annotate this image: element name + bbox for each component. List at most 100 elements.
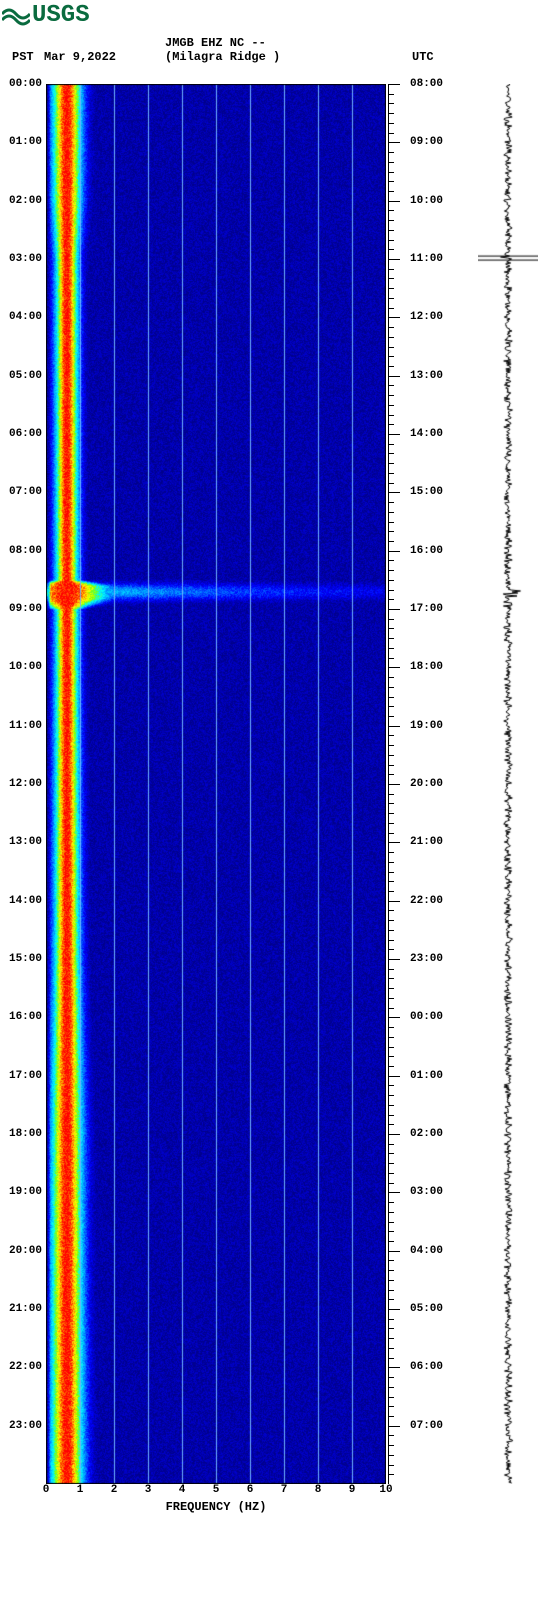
y-right-minor-tick — [388, 162, 394, 163]
y-right-tick — [388, 1076, 400, 1077]
y-right-tick-label: 22:00 — [410, 895, 443, 907]
y-right-minor-tick — [388, 852, 394, 853]
y-left-tick-label: 10:00 — [9, 661, 42, 673]
y-right-minor-tick — [388, 1085, 394, 1086]
seismogram-canvas — [478, 84, 538, 1484]
y-right-minor-tick — [388, 1037, 394, 1038]
y-right-minor-tick — [388, 356, 394, 357]
y-right-minor-tick — [388, 1416, 394, 1417]
y-right-minor-tick — [388, 823, 394, 824]
y-right-minor-tick — [388, 648, 394, 649]
seismogram-trace — [478, 84, 538, 1484]
tz-right-label: UTC — [412, 50, 434, 64]
y-right-tick — [388, 1367, 400, 1368]
y-right-minor-tick — [388, 803, 394, 804]
y-left-tick-label: 21:00 — [9, 1303, 42, 1315]
y-right-minor-tick — [388, 920, 394, 921]
y-right-minor-tick — [388, 998, 394, 999]
y-right-minor-tick — [388, 1299, 394, 1300]
y-right-minor-tick — [388, 522, 394, 523]
y-right-minor-tick — [388, 1358, 394, 1359]
y-right-tick-label: 14:00 — [410, 428, 443, 440]
y-right-tick-label: 07:00 — [410, 1420, 443, 1432]
y-right-tick-label: 06:00 — [410, 1361, 443, 1373]
y-right-minor-tick — [388, 1153, 394, 1154]
y-right-minor-tick — [388, 424, 394, 425]
y-right-minor-tick — [388, 833, 394, 834]
y-right-minor-tick — [388, 930, 394, 931]
y-right-minor-tick — [388, 453, 394, 454]
y-right-minor-tick — [388, 249, 394, 250]
y-right-minor-tick — [388, 1260, 394, 1261]
y-right-minor-tick — [388, 1241, 394, 1242]
date-label: Mar 9,2022 — [44, 50, 116, 64]
y-left-tick-label: 00:00 — [9, 78, 42, 90]
y-right-tick — [388, 784, 400, 785]
y-right-tick — [388, 259, 400, 260]
y-axis-right-utc: 08:0009:0010:0011:0012:0013:0014:0015:00… — [388, 84, 458, 1484]
y-right-minor-tick — [388, 385, 394, 386]
y-right-minor-tick — [388, 1474, 394, 1475]
y-right-minor-tick — [388, 560, 394, 561]
y-left-tick-label: 19:00 — [9, 1186, 42, 1198]
y-right-minor-tick — [388, 910, 394, 911]
y-right-minor-tick — [388, 765, 394, 766]
y-right-minor-tick — [388, 619, 394, 620]
y-left-tick-label: 02:00 — [9, 195, 42, 207]
y-right-minor-tick — [388, 1445, 394, 1446]
x-tick-label: 1 — [70, 1484, 90, 1496]
y-right-tick — [388, 317, 400, 318]
y-left-tick-label: 13:00 — [9, 836, 42, 848]
y-right-tick-label: 04:00 — [410, 1245, 443, 1257]
y-right-tick — [388, 376, 400, 377]
y-right-minor-tick — [388, 1056, 394, 1057]
y-right-minor-tick — [388, 1027, 394, 1028]
y-right-minor-tick — [388, 298, 394, 299]
y-right-tick — [388, 726, 400, 727]
y-right-minor-tick — [388, 269, 394, 270]
y-right-minor-tick — [388, 463, 394, 464]
y-axis-left-pst: 00:0001:0002:0003:0004:0005:0006:0007:00… — [0, 84, 44, 1484]
y-right-minor-tick — [388, 735, 394, 736]
y-left-tick-label: 14:00 — [9, 895, 42, 907]
y-left-tick-label: 04:00 — [9, 311, 42, 323]
tz-left-label: PST — [12, 50, 34, 64]
y-right-minor-tick — [388, 405, 394, 406]
y-left-tick-label: 11:00 — [9, 720, 42, 732]
y-right-minor-tick — [388, 288, 394, 289]
y-right-minor-tick — [388, 278, 394, 279]
y-left-tick-label: 23:00 — [9, 1420, 42, 1432]
y-right-minor-tick — [388, 1115, 394, 1116]
y-right-minor-tick — [388, 940, 394, 941]
y-right-minor-tick — [388, 1319, 394, 1320]
y-right-minor-tick — [388, 541, 394, 542]
y-left-tick-label: 05:00 — [9, 370, 42, 382]
y-right-minor-tick — [388, 1435, 394, 1436]
y-right-minor-tick — [388, 220, 394, 221]
y-left-tick-label: 17:00 — [9, 1070, 42, 1082]
y-right-tick — [388, 492, 400, 493]
x-tick-label: 6 — [240, 1484, 260, 1496]
y-right-minor-tick — [388, 969, 394, 970]
y-left-tick-label: 07:00 — [9, 486, 42, 498]
y-right-minor-tick — [388, 1212, 394, 1213]
spectrogram-canvas — [46, 84, 386, 1484]
y-right-tick-label: 10:00 — [410, 195, 443, 207]
station-code: JMGB EHZ NC -- — [165, 36, 266, 50]
y-left-tick-label: 20:00 — [9, 1245, 42, 1257]
y-right-tick — [388, 201, 400, 202]
y-right-minor-tick — [388, 240, 394, 241]
y-right-minor-tick — [388, 1387, 394, 1388]
y-right-tick-label: 02:00 — [410, 1128, 443, 1140]
y-left-tick-label: 12:00 — [9, 778, 42, 790]
y-right-minor-tick — [388, 580, 394, 581]
y-right-tick-label: 13:00 — [410, 370, 443, 382]
y-right-tick — [388, 434, 400, 435]
y-right-minor-tick — [388, 327, 394, 328]
y-right-tick-label: 15:00 — [410, 486, 443, 498]
station-name: (Milagra Ridge ) — [165, 50, 280, 64]
y-right-minor-tick — [388, 745, 394, 746]
y-right-minor-tick — [388, 133, 394, 134]
y-right-minor-tick — [388, 308, 394, 309]
y-right-minor-tick — [388, 191, 394, 192]
